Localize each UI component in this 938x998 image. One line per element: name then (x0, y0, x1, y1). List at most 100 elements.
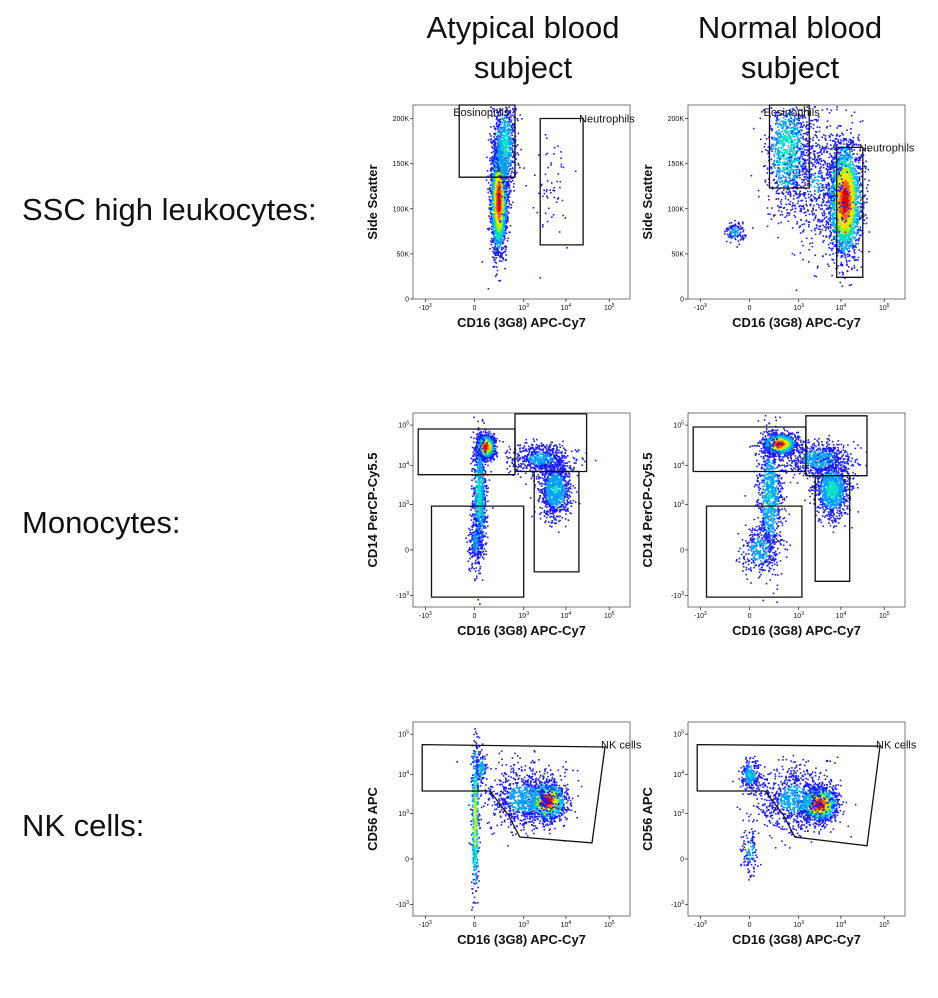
column-title-normal-line2: subject (675, 48, 905, 88)
population-3 (739, 819, 762, 881)
x-tick-label: 0 (473, 305, 477, 312)
plot-mono-normal: -103 0 103 104 105 -103 0 103 104 105 CD16 (3G8) A… (640, 412, 906, 638)
x-tick-label: 104 (561, 920, 572, 929)
x-tick-label: 103 (518, 611, 529, 620)
density-points (724, 106, 871, 292)
population-1 (736, 754, 857, 849)
row-label-ssc-high-leukocytes: SSC high leukocytes: (22, 192, 317, 228)
x-tick-label: 104 (561, 303, 572, 312)
plot-nk-atypical: NK cells -103 0 103 104 105 -103 0 103 104 105 CD16… (365, 721, 642, 947)
x-axis-label: CD16 (3G8) APC-Cy7 (457, 932, 586, 947)
gate-neutrophils (836, 146, 864, 278)
x-tick-label: 0 (748, 613, 752, 620)
gate-label: NK cells (601, 740, 642, 752)
y-tick-label: -103 (396, 591, 409, 600)
x-tick-label: 103 (518, 920, 529, 929)
plot-ssc-atypical: Eosinophils Neutrophils -103 0 103 104 105 0 50K… (365, 104, 635, 330)
population-4 (735, 520, 791, 590)
gate-label: Eosinophils (453, 107, 510, 119)
x-tick-label: 104 (836, 920, 847, 929)
population-2 (732, 755, 766, 796)
y-tick-label: 200K (668, 116, 685, 123)
gate-eosinophils (768, 104, 810, 189)
density-points (465, 416, 597, 605)
population-4 (465, 510, 487, 575)
density-points (732, 754, 857, 881)
y-tick-label: 103 (673, 809, 684, 818)
y-tick-label: -103 (671, 591, 684, 600)
x-tick-label: 104 (836, 611, 847, 620)
gate-region-1 (514, 413, 588, 473)
x-tick-label: 0 (473, 922, 477, 929)
y-tick-label: 104 (673, 770, 684, 779)
row-label-monocytes: Monocytes: (22, 505, 181, 541)
y-axis-label: CD56 APC (640, 786, 655, 850)
y-tick-label: 200K (393, 116, 410, 123)
plot-frame (412, 412, 631, 608)
population-1 (486, 106, 525, 223)
x-tick-label: 105 (879, 611, 890, 620)
x-tick-label: 105 (604, 611, 615, 620)
population-1 (744, 414, 792, 603)
gate-eosinophils (458, 104, 516, 178)
gate-region-3 (705, 505, 803, 598)
population-0 (811, 111, 871, 287)
y-axis-label: CD14 PerCP-Cy5.5 (365, 453, 380, 568)
y-tick-label: 103 (398, 500, 409, 509)
y-tick-label: 103 (673, 500, 684, 509)
y-tick-label: 0 (405, 297, 409, 304)
gate-nk-cells (421, 743, 606, 844)
x-tick-label: -103 (419, 303, 432, 312)
x-tick-label: -103 (694, 303, 707, 312)
y-tick-label: 150K (668, 161, 685, 168)
column-title-normal: Normal blood subject (675, 8, 905, 88)
y-tick-label: 104 (673, 461, 684, 470)
y-tick-label: 0 (405, 547, 409, 554)
y-tick-label: 104 (398, 770, 409, 779)
y-tick-label: 105 (398, 730, 409, 739)
x-axis-label: CD16 (3G8) APC-Cy7 (732, 623, 861, 638)
y-axis-label: Side Scatter (365, 164, 380, 239)
x-axis-label: CD16 (3G8) APC-Cy7 (732, 315, 861, 330)
x-tick-label: 103 (518, 303, 529, 312)
y-axis-label: CD14 PerCP-Cy5.5 (640, 453, 655, 568)
y-axis-label: CD56 APC (365, 786, 380, 850)
column-title-atypical: Atypical blood subject (408, 8, 638, 88)
y-tick-label: -103 (396, 900, 409, 909)
x-tick-label: 105 (604, 303, 615, 312)
y-tick-label: 100K (393, 206, 410, 213)
population-3 (529, 444, 581, 534)
y-tick-label: 0 (680, 856, 684, 863)
plot-frame (412, 721, 631, 917)
plot-frame (412, 104, 631, 300)
gate-label: NK cells (876, 740, 917, 752)
y-tick-label: 105 (398, 421, 409, 430)
gate-neutrophils (539, 117, 584, 246)
population-3 (472, 743, 492, 789)
x-tick-label: -103 (694, 920, 707, 929)
x-tick-label: 103 (793, 303, 804, 312)
y-tick-label: 104 (398, 461, 409, 470)
y-tick-label: 105 (673, 730, 684, 739)
x-tick-label: 104 (561, 611, 572, 620)
y-axis-label: Side Scatter (640, 164, 655, 239)
density-points (481, 106, 577, 290)
population-2 (525, 134, 577, 279)
plot-mono-atypical: -103 0 103 104 105 -103 0 103 104 105 CD16 (3G8) A… (365, 412, 631, 638)
gate-label: Eosinophils (763, 107, 820, 119)
y-tick-label: 100K (668, 206, 685, 213)
y-tick-label: 105 (673, 421, 684, 430)
plot-nk-normal: NK cells -103 0 103 104 105 -103 0 103 104 105 CD16… (640, 721, 917, 947)
plot-ssc-normal: Eosinophils Neutrophils -103 0 103 104 105 0 50K… (640, 104, 915, 330)
gate-label: Neutrophils (859, 142, 915, 154)
gate-region-3 (430, 505, 525, 598)
gate-label: Neutrophils (579, 114, 635, 126)
row-label-nk-cells: NK cells: (22, 808, 144, 844)
y-tick-label: 103 (398, 809, 409, 818)
x-tick-label: 105 (604, 920, 615, 929)
gate-region-0 (417, 428, 516, 476)
y-tick-label: 150K (393, 161, 410, 168)
gate-region-1 (805, 415, 868, 477)
gate-region-2 (814, 475, 851, 582)
